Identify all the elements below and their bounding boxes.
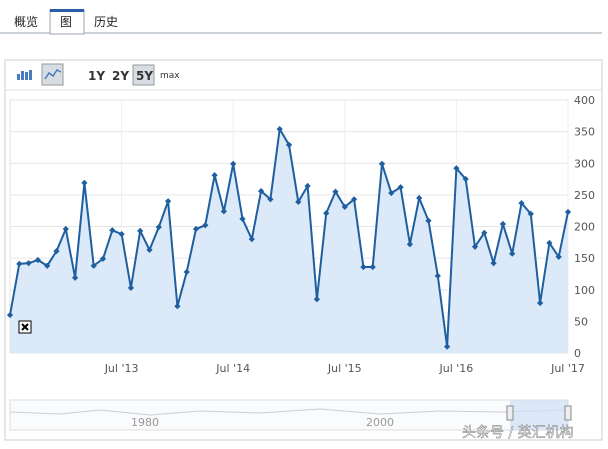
point bbox=[239, 215, 246, 223]
point bbox=[416, 194, 423, 202]
y-tick-label: 300 bbox=[574, 157, 595, 170]
navigator bbox=[9, 399, 569, 431]
point bbox=[118, 230, 125, 238]
navigator-label: 2000 bbox=[366, 416, 394, 429]
y-tick-label: 50 bbox=[574, 315, 588, 328]
x-tick-label: Jul '13 bbox=[104, 362, 139, 375]
navigator-selection[interactable] bbox=[510, 400, 568, 430]
area-fill bbox=[10, 129, 568, 353]
point bbox=[192, 225, 200, 233]
point bbox=[555, 253, 562, 260]
point bbox=[248, 236, 255, 243]
range-button[interactable]: 1Y bbox=[88, 69, 105, 83]
y-tick-label: 250 bbox=[574, 189, 595, 202]
point bbox=[443, 343, 451, 350]
navigator-label: 1980 bbox=[131, 416, 159, 429]
line-icon bbox=[44, 69, 62, 80]
tab[interactable]: 历史 bbox=[94, 15, 118, 29]
point bbox=[434, 272, 441, 279]
y-tick-label: 100 bbox=[574, 284, 595, 297]
y-tick-label: 200 bbox=[574, 221, 595, 234]
point bbox=[81, 179, 88, 186]
point bbox=[53, 248, 60, 255]
x-tick-label: Jul '15 bbox=[327, 362, 362, 375]
navigator-handle[interactable] bbox=[564, 405, 572, 421]
active-range bbox=[132, 64, 155, 86]
plot bbox=[6, 99, 572, 354]
active-tab bbox=[49, 9, 85, 35]
broken-image bbox=[18, 320, 32, 334]
range-button[interactable]: 5Y bbox=[136, 69, 153, 83]
point bbox=[202, 222, 209, 229]
tab[interactable]: 概览 bbox=[14, 14, 38, 29]
point bbox=[369, 263, 376, 271]
point bbox=[62, 225, 69, 233]
line-icon-box[interactable] bbox=[41, 63, 64, 86]
x-tick-label: Jul '17 bbox=[550, 362, 585, 375]
range-button[interactable]: 2Y bbox=[112, 69, 129, 83]
navigator-handle[interactable] bbox=[506, 405, 514, 421]
point bbox=[360, 263, 367, 271]
point bbox=[146, 246, 153, 254]
tab[interactable]: 图 bbox=[60, 15, 72, 29]
y-tick-label: 400 bbox=[574, 94, 595, 107]
point bbox=[471, 243, 479, 250]
x-tick-label: Jul '14 bbox=[215, 362, 250, 375]
y-tick-label: 150 bbox=[574, 252, 595, 265]
point bbox=[490, 260, 497, 267]
point bbox=[313, 296, 321, 303]
point bbox=[509, 250, 516, 257]
point bbox=[350, 196, 358, 203]
y-tick-label: 350 bbox=[574, 126, 595, 139]
navigator-line bbox=[9, 408, 569, 416]
point bbox=[378, 160, 386, 167]
point bbox=[406, 241, 414, 248]
point bbox=[109, 227, 116, 234]
bar-icon[interactable] bbox=[17, 70, 32, 80]
x-tick-label: Jul '16 bbox=[439, 362, 474, 375]
watermark: 头条号 / 英汇机构 bbox=[462, 424, 574, 441]
point bbox=[267, 196, 274, 203]
range-button[interactable]: max bbox=[160, 71, 180, 81]
y-tick-label: 0 bbox=[574, 347, 581, 360]
active-tab-top bbox=[50, 9, 84, 12]
